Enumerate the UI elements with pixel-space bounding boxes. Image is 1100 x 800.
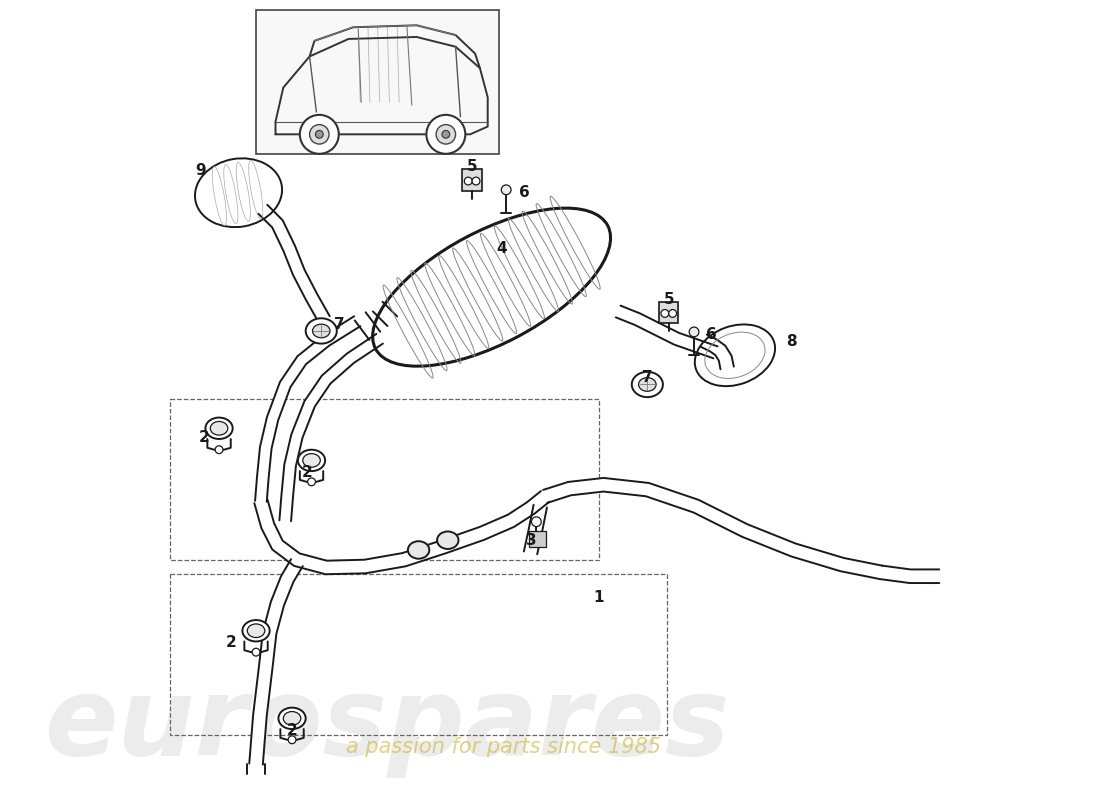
Polygon shape [373,302,397,326]
Circle shape [308,478,316,486]
Bar [529,531,546,547]
Text: 2: 2 [199,430,210,445]
Ellipse shape [373,208,610,366]
Circle shape [288,736,296,744]
Polygon shape [279,334,383,522]
Polygon shape [248,764,265,774]
Text: 6: 6 [519,185,529,200]
Circle shape [690,327,698,337]
Ellipse shape [298,450,326,471]
Text: 6: 6 [706,326,716,342]
Ellipse shape [306,318,337,344]
Ellipse shape [695,325,776,386]
Text: 8: 8 [786,334,798,349]
Text: 7: 7 [334,317,344,332]
Circle shape [300,115,339,154]
Ellipse shape [302,454,320,467]
Circle shape [252,648,260,656]
Circle shape [309,125,329,144]
Polygon shape [543,478,882,579]
Bar [659,302,679,323]
Ellipse shape [312,324,330,338]
Text: 2: 2 [226,635,236,650]
Ellipse shape [278,708,306,729]
Ellipse shape [639,378,656,391]
Text: 5: 5 [466,159,477,174]
Circle shape [464,177,472,185]
Text: 2: 2 [287,723,297,738]
Polygon shape [701,334,734,370]
Polygon shape [258,205,330,322]
Text: a passion for parts since 1985: a passion for parts since 1985 [345,738,661,758]
Circle shape [531,517,541,526]
Polygon shape [255,316,361,502]
Bar [170,399,598,560]
Polygon shape [616,306,717,358]
Polygon shape [250,559,303,765]
Polygon shape [254,491,549,574]
Circle shape [502,185,512,194]
Bar [256,10,499,154]
Ellipse shape [195,158,282,227]
Circle shape [442,130,450,138]
Bar [462,170,482,190]
Text: 9: 9 [196,163,207,178]
Circle shape [427,115,465,154]
Text: 3: 3 [526,533,537,548]
Ellipse shape [210,422,228,435]
Polygon shape [524,505,547,554]
Text: 5: 5 [663,292,674,306]
Ellipse shape [408,541,429,558]
Circle shape [472,177,480,185]
Circle shape [669,310,676,318]
Circle shape [436,125,455,144]
Ellipse shape [206,418,233,439]
Ellipse shape [248,624,265,638]
Bar [170,574,667,735]
Text: eurospares: eurospares [44,672,729,778]
Circle shape [216,446,223,454]
Text: 7: 7 [642,370,653,385]
Polygon shape [354,312,381,340]
Ellipse shape [284,711,300,725]
Polygon shape [880,566,939,583]
Ellipse shape [631,372,663,397]
Text: 1: 1 [594,590,604,605]
Circle shape [661,310,669,318]
Ellipse shape [437,531,459,549]
Circle shape [316,130,323,138]
Ellipse shape [242,620,270,642]
Text: 2: 2 [301,465,312,480]
Text: 4: 4 [496,241,507,256]
